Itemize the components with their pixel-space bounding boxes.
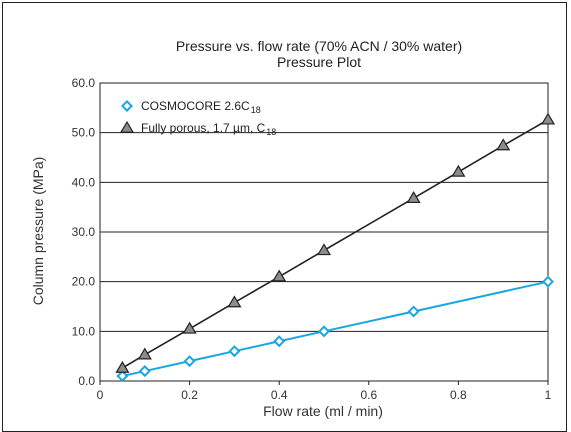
data-point-1 bbox=[228, 345, 241, 358]
y-axis: 0.0 10.0 20.0 30.0 40.0 50.0 60.0 bbox=[72, 76, 96, 388]
data-point-2 bbox=[451, 164, 466, 177]
y-tick-label: 50.0 bbox=[72, 126, 96, 140]
data-point-1 bbox=[541, 275, 555, 288]
legend-marker-1 bbox=[120, 99, 134, 113]
data-point-1 bbox=[407, 305, 420, 318]
x-tick-label: 0.8 bbox=[450, 388, 467, 402]
plot-area bbox=[115, 112, 556, 383]
x-tick-label: 0.2 bbox=[181, 388, 198, 402]
x-axis-label: Flow rate (ml / min) bbox=[263, 403, 383, 419]
y-tick-label: 30.0 bbox=[72, 225, 96, 239]
data-point-1 bbox=[183, 355, 196, 368]
y-tick-label: 60.0 bbox=[72, 76, 96, 90]
x-tick-label: 0 bbox=[97, 388, 104, 402]
chart-title: Pressure vs. flow rate (70% ACN / 30% wa… bbox=[176, 38, 462, 54]
data-point-2 bbox=[115, 360, 130, 373]
data-point-2 bbox=[316, 243, 332, 256]
data-point-2 bbox=[272, 269, 287, 282]
line-chart: Pressure vs. flow rate (70% ACN / 30% wa… bbox=[30, 38, 556, 419]
y-tick-label: 10.0 bbox=[72, 324, 96, 338]
chart-subtitle: Pressure Plot bbox=[277, 54, 361, 70]
series-line-1 bbox=[122, 280, 549, 378]
y-tick-label: 0.0 bbox=[78, 374, 95, 388]
y-axis-label: Column pressure (MPa) bbox=[30, 157, 46, 306]
grid bbox=[99, 82, 549, 382]
data-point-2 bbox=[496, 138, 511, 151]
x-tick-label: 0.6 bbox=[360, 388, 377, 402]
data-point-2 bbox=[182, 321, 197, 334]
legend-subscript-2: 18 bbox=[266, 127, 276, 137]
x-axis: 0 0.2 0.4 0.6 0.8 1 bbox=[97, 381, 552, 402]
legend-subscript-1: 18 bbox=[251, 105, 261, 115]
data-point-1 bbox=[273, 335, 286, 348]
data-point-1 bbox=[317, 325, 331, 338]
legend: COSMOCORE 2.6C18 Fully porous, 1.7 µm, C1… bbox=[119, 99, 276, 137]
data-point-2 bbox=[227, 295, 242, 308]
data-point-2 bbox=[540, 112, 556, 125]
data-point-2 bbox=[406, 191, 421, 204]
data-point-2 bbox=[137, 347, 152, 360]
y-tick-label: 20.0 bbox=[72, 275, 96, 289]
x-tick-label: 0.4 bbox=[271, 388, 288, 402]
legend-label-2: Fully porous, 1.7 µm, C18 bbox=[141, 121, 276, 137]
legend-label-1: COSMOCORE 2.6C18 bbox=[141, 99, 261, 115]
data-point-1 bbox=[138, 365, 151, 378]
x-tick-label: 1 bbox=[545, 388, 552, 402]
data-point-1 bbox=[116, 370, 129, 383]
legend-marker-2 bbox=[119, 120, 135, 133]
series-line-2 bbox=[121, 119, 549, 369]
y-tick-label: 40.0 bbox=[72, 175, 96, 189]
